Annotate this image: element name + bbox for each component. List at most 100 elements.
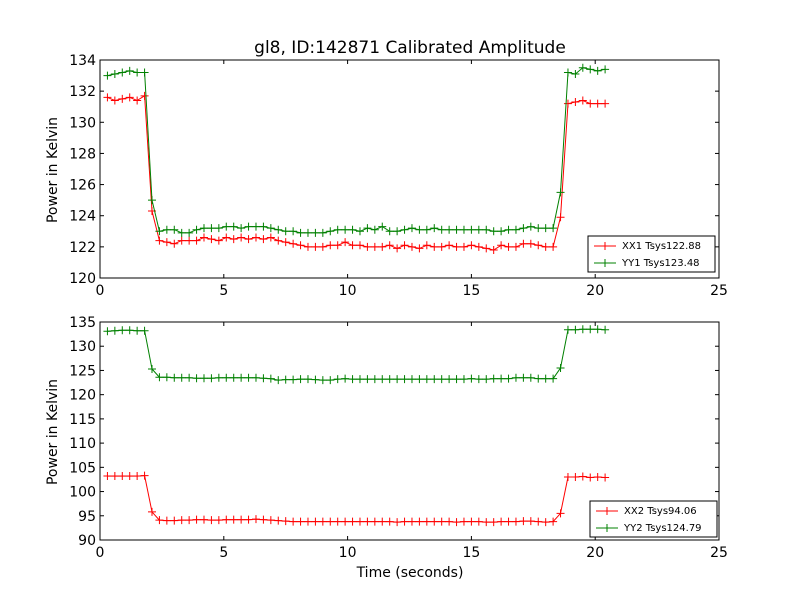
top-chart: Power in Kelvin 0 5 10 15 20 25 120 122 124 126 12…	[45, 53, 728, 299]
data-point	[355, 517, 364, 526]
data-point	[563, 473, 572, 482]
data-point	[556, 364, 565, 373]
data-point	[415, 225, 424, 234]
bottom-legend-box	[589, 500, 718, 538]
data-point	[534, 241, 543, 250]
data-point	[385, 227, 394, 236]
data-point	[103, 472, 112, 481]
data-point	[341, 225, 350, 234]
data-point	[452, 518, 461, 527]
data-point	[281, 227, 290, 236]
data-point	[103, 71, 112, 80]
data-point	[185, 373, 194, 382]
data-point	[437, 375, 446, 384]
data-point	[266, 516, 275, 525]
data-point	[274, 376, 283, 385]
data-point	[326, 517, 335, 526]
data-point	[422, 375, 431, 384]
data-point	[363, 375, 372, 384]
data-point	[229, 515, 238, 524]
data-point	[185, 236, 194, 245]
data-point	[133, 472, 142, 481]
data-point	[519, 239, 528, 248]
data-point	[563, 99, 572, 108]
data-point	[274, 236, 283, 245]
data-point	[534, 517, 543, 526]
data-point	[311, 375, 320, 384]
data-point	[489, 227, 498, 236]
data-point	[281, 517, 290, 526]
top-y-axis-label: Power in Kelvin	[45, 117, 61, 223]
data-point	[274, 516, 283, 525]
data-point	[593, 66, 602, 75]
data-point	[430, 375, 439, 384]
data-point	[118, 472, 127, 481]
data-point	[222, 233, 231, 242]
data-point	[251, 233, 260, 242]
bottom-y-axis-label: Power in Kelvin	[45, 379, 61, 485]
data-point	[504, 374, 513, 383]
data-point	[266, 374, 275, 383]
x-tick-label: 20	[586, 545, 604, 561]
data-point	[497, 374, 506, 383]
y-tick-label: 110	[69, 436, 96, 452]
data-point	[445, 225, 454, 234]
bottom-series-green	[103, 325, 610, 385]
data-point	[415, 375, 424, 384]
data-point	[155, 236, 164, 245]
data-point	[192, 515, 201, 524]
data-point	[140, 326, 149, 335]
data-point	[482, 244, 491, 253]
data-point	[229, 235, 238, 244]
data-point	[511, 225, 520, 234]
data-point	[333, 517, 342, 526]
data-point	[155, 373, 164, 382]
data-point	[578, 96, 587, 105]
data-point	[303, 242, 312, 251]
data-point	[237, 515, 246, 524]
y-tick-label: 126	[69, 178, 96, 194]
bottom-plot-frame	[99, 321, 720, 541]
data-point	[348, 241, 357, 250]
data-point	[385, 517, 394, 526]
y-tick-label: 132	[69, 84, 96, 100]
data-point	[133, 326, 142, 335]
data-point	[526, 517, 535, 526]
y-tick-label: 130	[69, 115, 96, 131]
data-point	[207, 516, 216, 525]
y-tick-label: 105	[69, 460, 96, 476]
x-tick-label: 15	[462, 545, 480, 561]
data-point	[251, 222, 260, 231]
data-point	[370, 242, 379, 251]
data-point	[541, 242, 550, 251]
y-tick-label: 115	[69, 412, 96, 428]
data-point	[430, 517, 439, 526]
data-point	[459, 375, 468, 384]
data-point	[110, 96, 119, 105]
data-point	[170, 239, 179, 248]
data-point	[162, 373, 171, 382]
data-point	[318, 376, 327, 385]
data-point	[214, 373, 223, 382]
data-point	[155, 227, 164, 236]
x-tick-label: 10	[339, 283, 357, 299]
data-point	[192, 236, 201, 245]
data-point	[355, 375, 364, 384]
data-point	[467, 374, 476, 383]
data-point	[318, 242, 327, 251]
data-point	[244, 515, 253, 524]
legend-swatch	[594, 242, 616, 250]
data-point	[237, 233, 246, 242]
data-point	[407, 242, 416, 251]
data-point	[519, 224, 528, 233]
data-point	[497, 241, 506, 250]
data-point	[593, 99, 602, 108]
bottom-x-axis-label: Time (seconds)	[356, 565, 464, 581]
data-point	[222, 515, 231, 524]
data-point	[199, 224, 208, 233]
y-tick-label: 130	[69, 339, 96, 355]
x-tick-label: 20	[586, 283, 604, 299]
data-point	[541, 518, 550, 527]
data-point	[586, 65, 595, 74]
data-point	[504, 517, 513, 526]
